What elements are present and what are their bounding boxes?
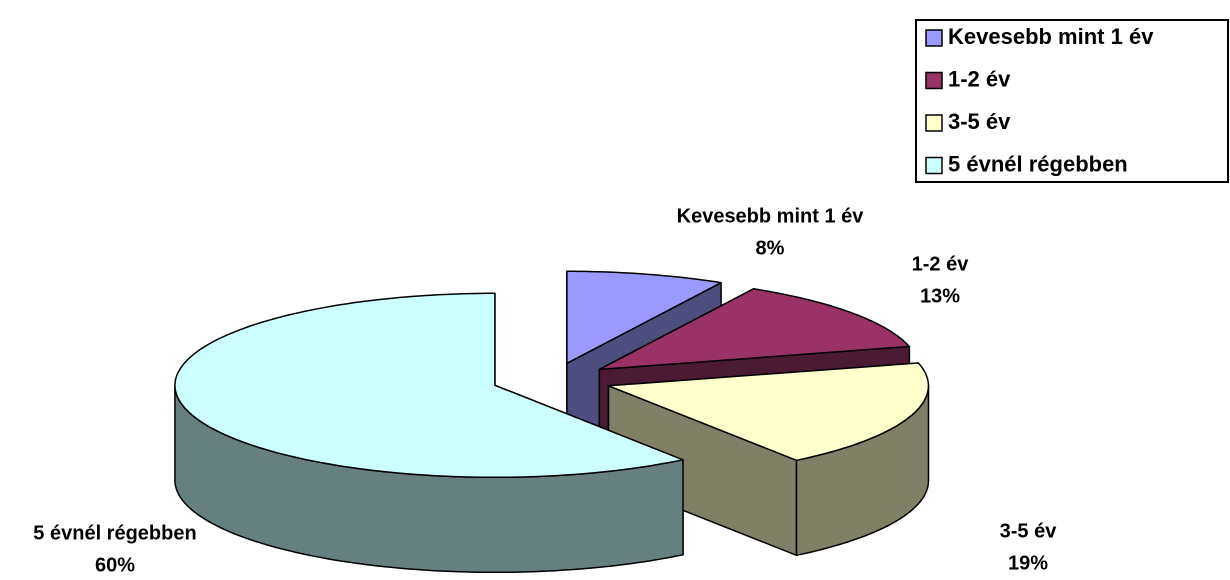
data-label-name: 5 évnél régebben xyxy=(33,522,196,544)
data-label-name: 3-5 év xyxy=(1000,520,1058,542)
data-label: 19% xyxy=(1008,552,1048,574)
legend-swatch xyxy=(925,29,943,47)
data-label: 13% xyxy=(920,285,960,307)
legend-label: Kevesebb mint 1 év xyxy=(948,24,1154,49)
data-label: 8% xyxy=(756,237,785,259)
legend-label: 5 évnél régebben xyxy=(948,151,1128,176)
legend-label: 3-5 év xyxy=(948,109,1011,134)
slice xyxy=(607,362,930,462)
data-label-name: 1-2 év xyxy=(912,253,970,275)
legend-label: 1-2 év xyxy=(948,66,1011,91)
legend-swatch xyxy=(925,156,943,175)
legend-swatch xyxy=(925,71,943,90)
slice xyxy=(598,288,911,371)
data-label: 60% xyxy=(95,554,135,576)
slice xyxy=(566,270,722,365)
slice xyxy=(174,292,684,479)
legend-swatch xyxy=(925,114,943,132)
legend-box xyxy=(915,19,1229,183)
data-label-name: Kevesebb mint 1 év xyxy=(677,205,865,227)
